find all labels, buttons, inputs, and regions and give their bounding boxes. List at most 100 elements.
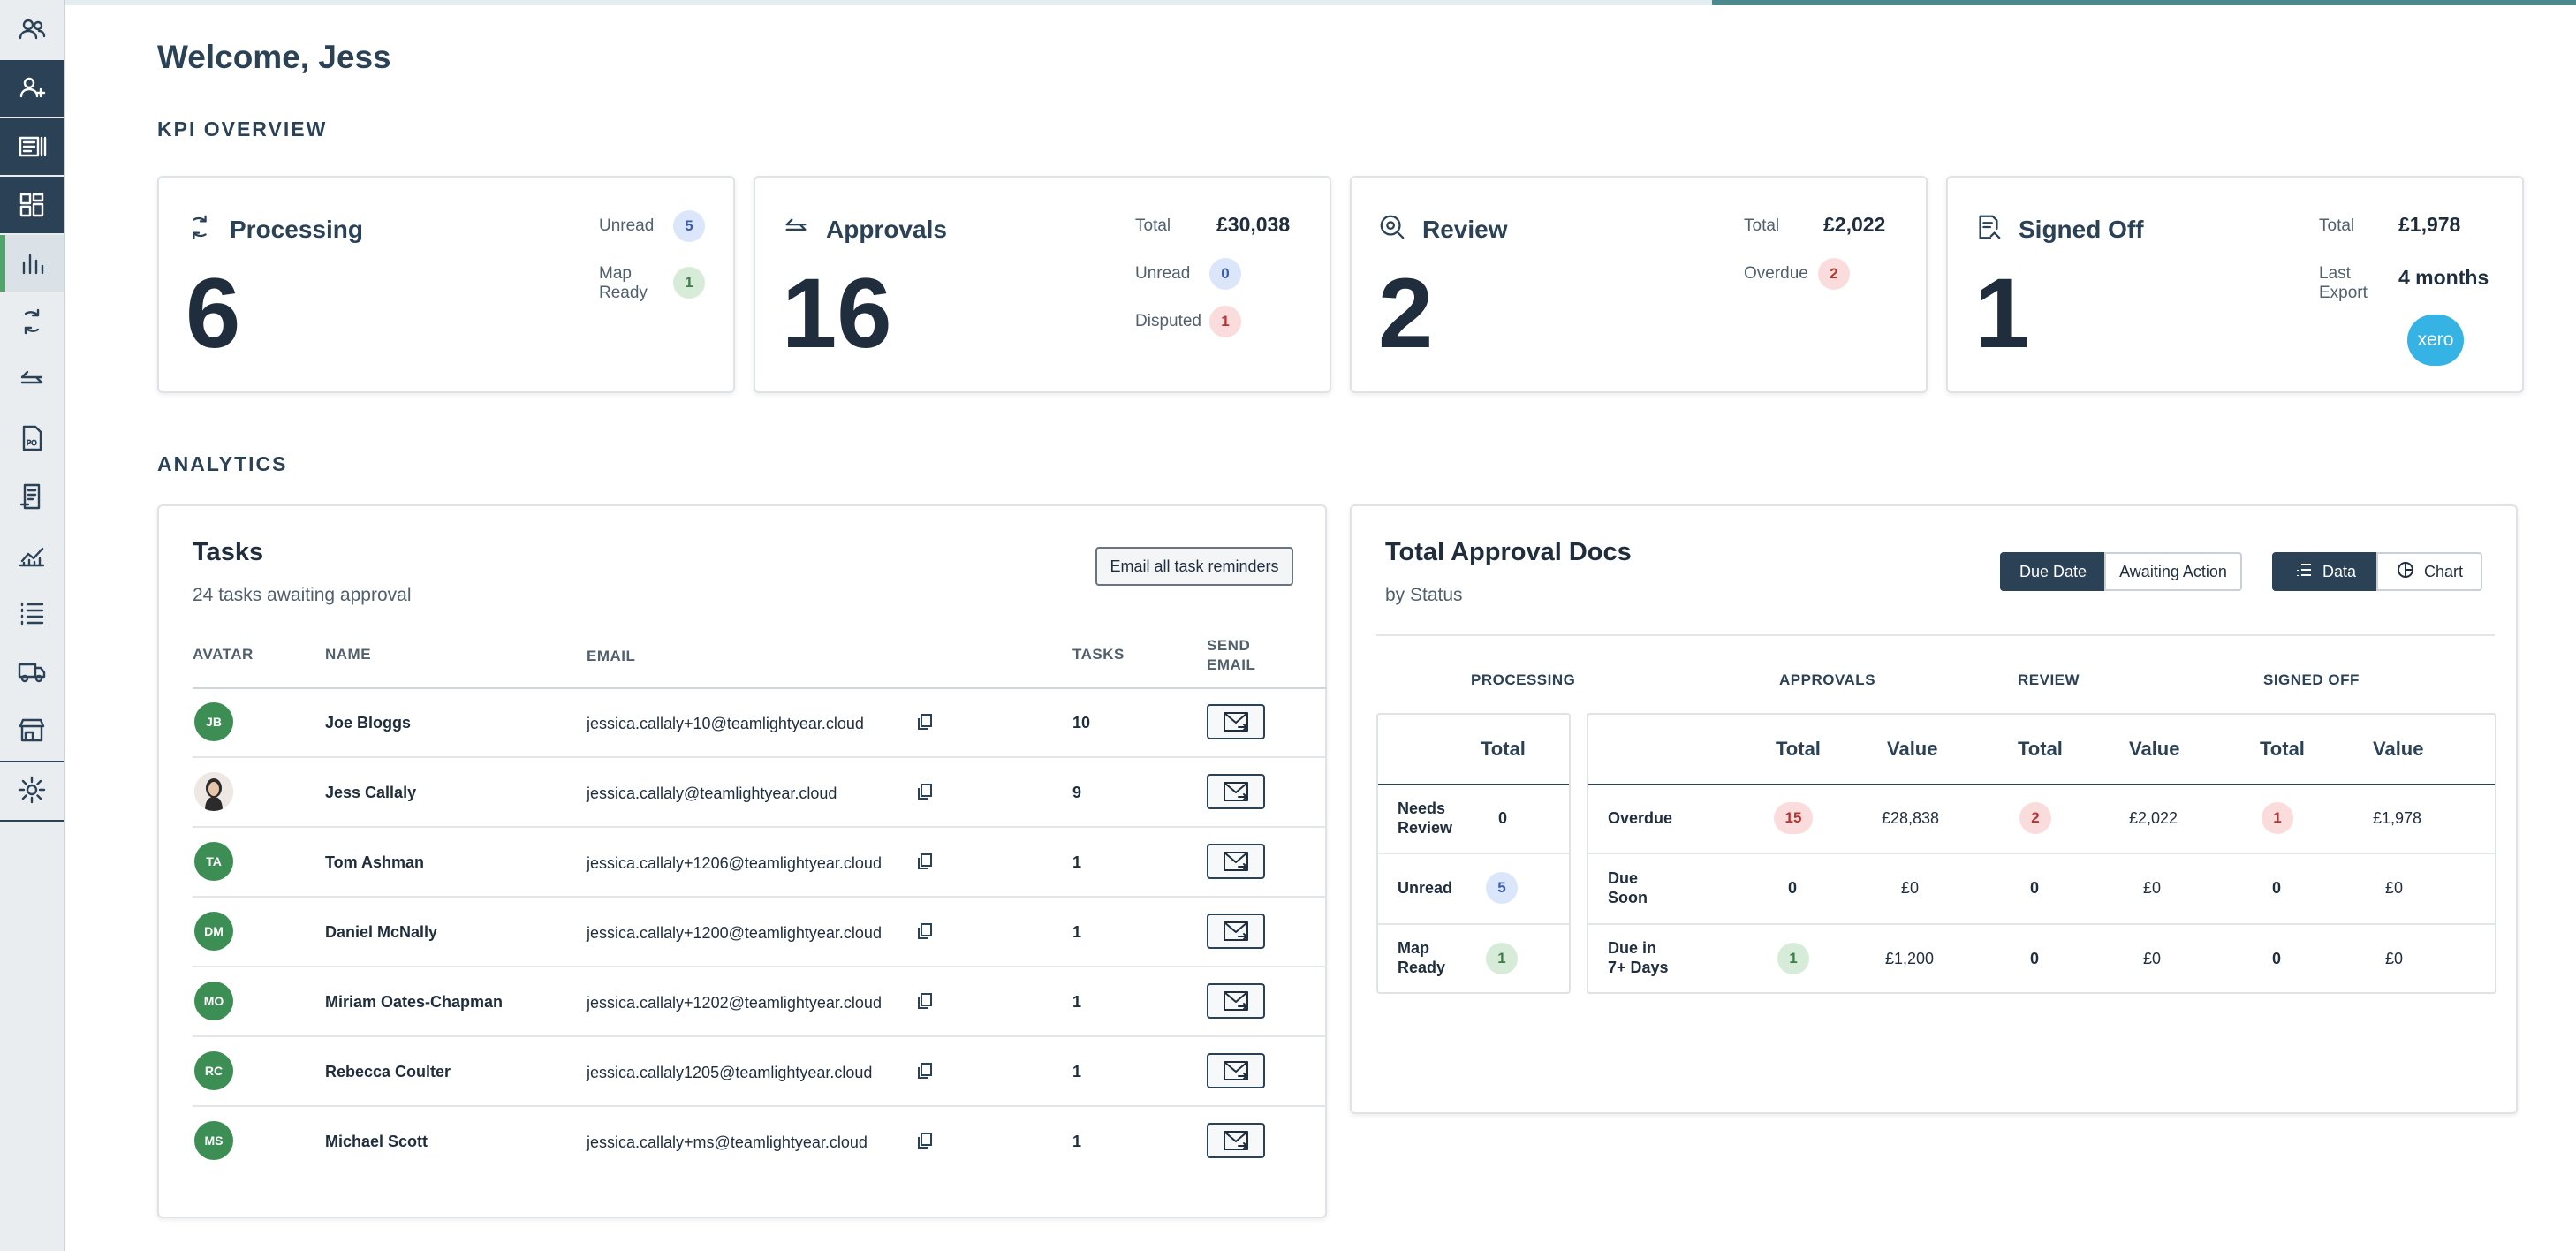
task-count: 1 [1072,853,1082,871]
email-all-reminders-button[interactable]: Email all task reminders [1095,547,1293,586]
tasks-title: Tasks [193,538,264,566]
total-value: £2,022 [1823,213,1886,236]
group-header-signed-off: SIGNED OFF [2263,671,2360,688]
kpi-count: 6 [186,258,241,368]
last-export-label: Export [2319,284,2368,302]
copy-icon[interactable] [915,1131,935,1150]
kpi-card-processing[interactable]: Processing 6 Unread 5 Map Ready 1 [157,176,735,393]
kpi-card-signed-off[interactable]: Signed Off 1 Total £1,978 Last Export 4 … [1946,176,2524,393]
user-email: jessica.callaly+1202@teamlightyear.cloud [587,994,882,1012]
store-icon[interactable] [0,701,64,758]
send-email-button[interactable] [1207,983,1265,1019]
toggle-awaiting-action[interactable]: Awaiting Action [2104,552,2242,591]
user-email: jessica.callaly+ms@teamlightyear.cloud [587,1133,868,1151]
copy-icon[interactable] [915,921,935,941]
table-header-divider [193,687,1327,689]
col-header-name: NAME [325,646,372,663]
avatar: MS [194,1121,233,1160]
unread-label: Unread [1135,264,1191,283]
copy-icon[interactable] [915,782,935,801]
send-email-button[interactable] [1207,1123,1265,1158]
toggle-label: Awaiting Action [2119,562,2227,580]
toggle-chart-view[interactable]: Chart [2376,552,2482,591]
total-label: Total [1744,216,1780,235]
sync-icon[interactable] [0,293,64,350]
truck-icon[interactable] [0,643,64,700]
arrows-exchange-icon[interactable] [0,352,64,408]
user-tick-icon[interactable] [0,60,64,117]
user-name: Rebecca Coulter [325,1063,451,1080]
bar-chart-icon[interactable] [0,235,64,292]
overdue-badge: 2 [1818,258,1850,290]
receipt-icon[interactable] [0,468,64,525]
disputed-badge: 1 [1209,306,1241,337]
toggle-data-view[interactable]: Data [2272,552,2378,591]
overdue-signed-off-badge: 1 [2262,802,2293,834]
last-export-value: 4 months [2398,266,2489,289]
row-divider [1378,923,1569,925]
row-label: Overdue [1608,809,1673,827]
cell-value: £0 [2385,950,2404,967]
map-ready-label: Map [599,264,632,283]
copy-icon[interactable] [915,1061,935,1080]
task-count: 1 [1072,1133,1082,1150]
col-header-avatar: AVATAR [193,646,254,663]
toggle-label: Due Date [2019,562,2087,580]
send-email-button[interactable] [1207,914,1265,949]
row-label: Due in [1608,939,1657,957]
analytics-heading: ANALYTICS [157,452,288,475]
cell-value: £0 [2385,879,2404,897]
send-email-button[interactable] [1207,844,1265,879]
line-chart-icon[interactable] [0,527,64,583]
copy-icon[interactable] [915,712,935,732]
avatar [194,772,233,811]
copy-icon[interactable] [915,852,935,871]
po-document-icon[interactable]: PO [0,410,64,466]
kpi-card-review[interactable]: Review 2 Total £2,022 Overdue 2 [1350,176,1928,393]
send-email-button[interactable] [1207,704,1265,739]
total-value: £1,978 [2398,213,2461,236]
gear-icon[interactable] [0,762,64,818]
row-divider [193,896,1327,898]
table-header-divider [1588,784,2495,785]
list-icon[interactable] [0,585,64,641]
send-email-button[interactable] [1207,1053,1265,1088]
col-header-signed-off-total: Total [2260,738,2305,760]
col-header-signed-off-value: Value [2373,738,2424,760]
task-count: 9 [1072,784,1082,801]
xero-logo[interactable]: xero [2407,315,2464,366]
kpi-title: Signed Off [2019,215,2144,243]
copy-icon[interactable] [915,991,935,1011]
user-name: Tom Ashman [325,853,425,871]
header-divider [1376,634,2495,636]
user-email: jessica.callaly@teamlightyear.cloud [587,785,837,802]
cell-value: £28,838 [1882,809,1940,827]
cell-value: £0 [1901,879,1920,897]
send-email-button[interactable] [1207,774,1265,809]
col-header-total: Total [1481,738,1526,760]
document-list-icon[interactable] [0,118,64,175]
row-label: Needs [1398,800,1446,817]
row-divider [193,966,1327,967]
toggle-due-date[interactable]: Due Date [2000,552,2106,591]
toggle-label: Data [2322,562,2357,580]
col-header-review-total: Total [2018,738,2063,760]
approval-status-table: Total Value Total Value Total Value Over… [1587,713,2496,994]
arrows-exchange-icon [782,213,810,246]
dashboard-grid-icon[interactable] [0,177,64,233]
task-count: 1 [1072,1063,1082,1080]
tasks-panel: Tasks 24 tasks awaiting approval Email a… [157,504,1327,1218]
unread-badge: 5 [1486,872,1518,904]
col-header-send-email: EMAIL [1207,656,1256,673]
row-divider [1588,853,2495,854]
user-email: jessica.callaly+10@teamlightyear.cloud [587,715,864,732]
task-count: 1 [1072,923,1082,941]
kpi-card-approvals[interactable]: Approvals 16 Total £30,038 Unread 0 Disp… [754,176,1331,393]
approval-docs-subtitle: by Status [1385,585,1463,605]
people-icon[interactable] [0,2,64,58]
overdue-approvals-badge: 15 [1774,802,1813,834]
cell-value: £2,022 [2129,809,2178,827]
group-header-processing: PROCESSING [1471,671,1576,688]
row-divider [193,1105,1327,1107]
user-name: Jess Callaly [325,784,417,801]
